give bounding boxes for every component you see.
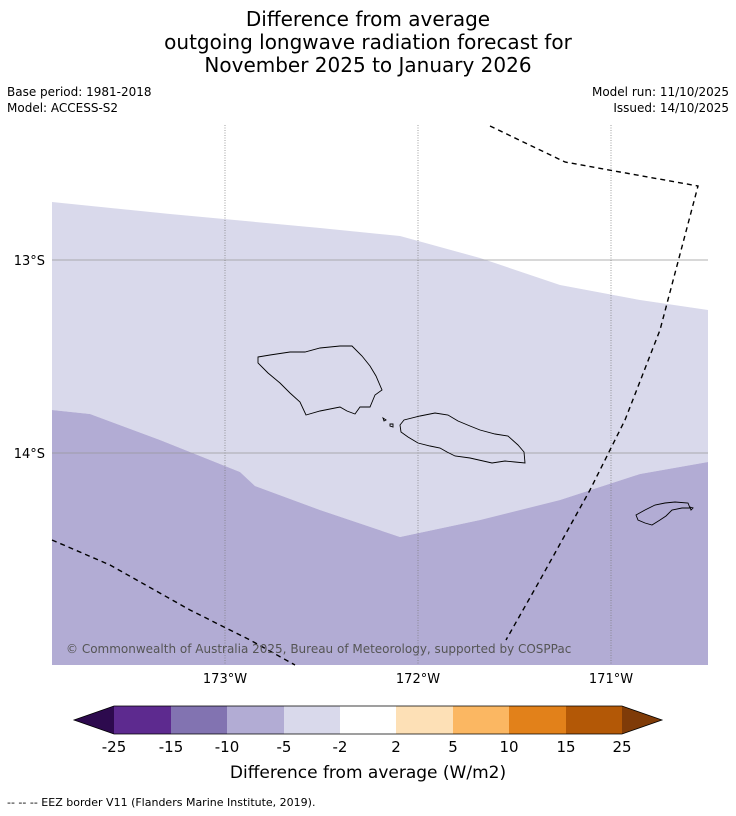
lat-labels: 13°S 14°S [14,254,45,462]
colorbar-tick-6: 2 [391,738,401,756]
colorbar-tick-2: -15 [159,738,184,756]
colorbar-bin-3 [227,706,284,734]
islet-1 [382,416,387,422]
eez-border [51,125,699,666]
colorbar-tick-3: -10 [215,738,240,756]
colorbar-bin-6 [396,706,453,734]
lon-label-172w: 172°W [396,672,440,687]
lon-label-171w: 171°W [589,672,633,687]
lat-label-13s: 13°S [14,254,45,269]
base-period: Base period: 1981-2018 [7,85,152,99]
colorbar: -25 -15 -10 -5 -2 2 5 10 15 25 Differenc… [72,705,664,783]
colorbar-bin-1 [114,706,171,734]
colorbar-bin-7 [453,706,509,734]
colorbar-tick-8: 10 [499,738,518,756]
colorbar-tick-9: 15 [556,738,575,756]
colorbar-outline [72,705,664,735]
colorbar-low-extend [74,706,114,734]
colorbar-bin-2 [171,706,227,734]
colorbar-bin-9 [566,706,622,734]
colorbar-bin-8 [509,706,566,734]
colorbar-tick-7: 5 [448,738,458,756]
title-line-2: outgoing longwave radiation forecast for [164,30,572,54]
colorbar-tick-5: -2 [333,738,348,756]
colorbar-tick-10: 25 [612,738,631,756]
copyright-notice: © Commonwealth of Australia 2025, Bureau… [66,642,571,656]
colorbar-bin-4 [284,706,340,734]
upolu-island [399,412,526,464]
anomaly-region-mid [52,410,708,665]
eez-border-north [489,125,699,641]
colorbar-tick-4: -5 [277,738,292,756]
eez-legend-note: -- -- -- EEZ border V11 (Flanders Marine… [7,796,316,809]
lat-label-14s: 14°S [14,447,45,462]
model-name: Model: ACCESS-S2 [7,101,119,115]
title-line-3: November 2025 to January 2026 [204,53,532,77]
meta-left: Base period: 1981-2018 Model: ACCESS-S2 [7,84,152,116]
eez-border-south [51,539,296,666]
tutuila-island [635,501,691,526]
colorbar-label: Difference from average (W/m2) [230,763,506,783]
issued-date: Issued: 14/10/2025 [613,101,729,115]
map-panel: 13°S 14°S 173°W 172°W 171°W © Commonweal… [14,125,708,687]
colorbar-bin-5 [340,706,396,734]
aunuu-islet [689,506,694,511]
title-line-1: Difference from average [245,7,491,31]
lon-label-173w: 173°W [203,672,247,687]
model-run: Model run: 11/10/2025 [591,85,729,99]
colorbar-ticks: -25 -15 -10 -5 -2 2 5 10 15 25 [102,738,632,756]
graticule [52,125,708,665]
lon-labels: 173°W 172°W 171°W [203,672,633,687]
islands [257,345,694,526]
meta-right: Model run: 11/10/2025 Issued: 14/10/2025 [592,84,729,116]
colorbar-tick-1: -25 [102,738,127,756]
colorbar-high-extend [622,706,662,734]
savaii-island [257,345,383,416]
map-title: Difference from average outgoing longwav… [0,8,736,77]
islet-2 [389,423,394,428]
